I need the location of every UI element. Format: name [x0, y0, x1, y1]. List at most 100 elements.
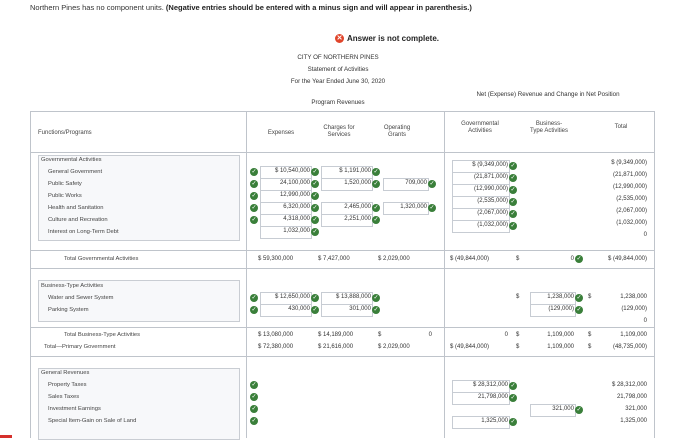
col-operating-line2: Grants: [387, 132, 406, 138]
primary-total-operating: $ 2,029,000: [378, 344, 410, 350]
biz-total-charges: $ 14,189,000: [318, 332, 354, 338]
gov-net-value: (1,032,000): [477, 222, 508, 228]
row-check-icon: ✓: [250, 393, 258, 401]
biz-total-biz: 1,109,000: [547, 332, 574, 338]
row-check-icon: ✓: [250, 192, 258, 200]
primary-total-governmental: $ (49,844,000): [450, 344, 490, 350]
general-label-box: [38, 368, 240, 440]
total-value: $ (9,349,000): [611, 160, 647, 166]
gov-net-value: $ (9,349,000): [472, 162, 508, 168]
biz-net-value: (129,000): [548, 306, 574, 312]
gov-net-value: 1,325,000: [481, 418, 508, 424]
cell-check-icon: ✓: [575, 294, 583, 302]
total-value: (1,032,000): [616, 220, 647, 226]
row-check-icon: ✓: [250, 405, 258, 413]
biz-total-expenses: $ 13,080,000: [258, 332, 294, 338]
gov-net-value: (2,067,000): [477, 210, 508, 216]
total-value: 1,238,000: [620, 294, 647, 300]
table-top-rule: [30, 111, 655, 112]
cell-check-icon: ✓: [311, 228, 319, 236]
cell-check-icon: ✓: [509, 210, 517, 218]
expenses-value: $ 10,540,000: [274, 168, 310, 174]
cell-check-icon: ✓: [311, 306, 319, 314]
cell-check-icon: ✓: [311, 192, 319, 200]
net-position-header: Net (Expense) Revenue and Change in Net …: [476, 91, 620, 98]
charges-value: $ 1,191,000: [339, 168, 371, 174]
gov-net-value: 21,798,000: [477, 394, 508, 400]
cell-check-icon: ✓: [311, 180, 319, 188]
col-charges-line2: Services: [327, 132, 351, 138]
col-governmental-line2: Activities: [468, 128, 492, 134]
cell-check-icon: ✓: [509, 174, 517, 182]
right-border: [654, 111, 655, 438]
col-functions: Functions/Programs: [38, 130, 92, 136]
cell-check-icon: ✓: [372, 180, 380, 188]
cell-check-icon: ✓: [509, 198, 517, 206]
cell-check-icon: ✓: [311, 168, 319, 176]
cell-check-icon: ✓: [311, 204, 319, 212]
program-revenues-header: Program Revenues: [311, 99, 365, 106]
charges-value: 2,251,000: [344, 216, 371, 222]
general-row-label: Sales Taxes: [48, 394, 80, 400]
gov-total-governmental: $ (49,844,000): [450, 256, 490, 262]
total-value: (12,990,000): [612, 184, 647, 190]
gov-row-label: Public Safety: [48, 181, 82, 187]
cell-check-icon: ✓: [509, 186, 517, 194]
biz-prefix: $: [516, 294, 520, 300]
row-check-icon: ✓: [250, 306, 258, 314]
total-value: $ 28,312,000: [611, 382, 647, 388]
biz-total-operating-prefix: $: [378, 332, 382, 338]
general-row-label: Investment Earnings: [48, 406, 101, 412]
total-value: 321,000: [625, 406, 647, 412]
row-rule: [30, 327, 655, 328]
biz-label-box: [38, 280, 240, 322]
expenses-value: 430,000: [288, 306, 310, 312]
total-value: (129,000): [621, 306, 647, 312]
cell-check-icon: ✓: [575, 306, 583, 314]
gov-row-label: Interest on Long-Term Debt: [48, 229, 119, 235]
biz-total-operating: 0: [428, 332, 432, 338]
operating-value: 709,000: [405, 180, 427, 186]
accent-bar: [0, 435, 12, 438]
statement-period: For the Year Ended June 30, 2020: [290, 78, 386, 85]
row-rule: [30, 268, 655, 269]
cell-check-icon: ✓: [428, 204, 436, 212]
cell-check-icon: ✓: [311, 294, 319, 302]
cell-check-icon: ✓: [509, 162, 517, 170]
expenses-value: $ 12,650,000: [274, 294, 310, 300]
error-x-icon: ✕: [335, 34, 344, 44]
col-expenses: Expenses: [267, 130, 295, 136]
gov-total-total: $ (49,844,000): [607, 256, 647, 262]
cell-check-icon: ✓: [509, 394, 517, 402]
label-column-divider: [246, 111, 247, 438]
expenses-value: 12,990,000: [279, 192, 310, 198]
col-business-line2: Type Activities: [529, 128, 568, 134]
primary-total-biz-prefix: $: [516, 344, 520, 350]
row-check-icon: ✓: [250, 216, 258, 224]
statement-title: Statement of Activities: [307, 66, 369, 73]
gov-net-value: (2,535,000): [477, 198, 508, 204]
cell-check-icon: ✓: [575, 406, 583, 414]
gov-total-biz-prefix: $: [516, 256, 520, 262]
gov-label-box: [38, 155, 240, 241]
header-bottom-rule: [30, 152, 655, 153]
cell-check-icon: ✓: [372, 204, 380, 212]
instructions: Northern Pines has no component units. (…: [30, 3, 472, 12]
expenses-value: 4,318,000: [283, 216, 310, 222]
charges-value: 1,520,000: [344, 180, 371, 186]
biz-total-label: Total Business-Type Activities: [64, 332, 141, 338]
left-border: [30, 111, 31, 438]
biz-total-total-prefix: $: [588, 332, 592, 338]
primary-total-total: (48,735,000): [612, 344, 647, 350]
biz-total-governmental: 0: [504, 332, 508, 338]
general-row-label: Property Taxes: [48, 382, 87, 388]
cell-check-icon: ✓: [575, 255, 583, 263]
cell-check-icon: ✓: [372, 306, 380, 314]
col-operating-line1: Operating: [383, 125, 411, 131]
expenses-value: 24,100,000: [279, 180, 310, 186]
gov-net-value: $ 28,312,000: [472, 382, 508, 388]
gov-row-label: Culture and Recreation: [48, 217, 108, 223]
gov-total-label: Total Governmental Activities: [64, 256, 139, 262]
primary-total-biz: 1,109,000: [547, 344, 574, 350]
col-business-line1: Business-: [535, 121, 563, 127]
